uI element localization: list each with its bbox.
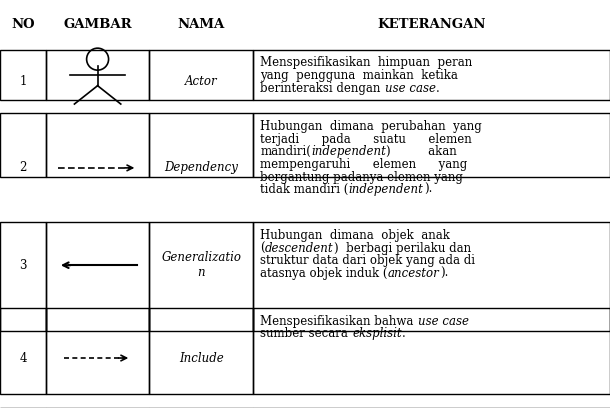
Text: Actor: Actor: [185, 75, 218, 88]
Text: .: .: [436, 82, 439, 95]
Text: berinteraksi dengan: berinteraksi dengan: [260, 82, 384, 95]
Text: KETERANGAN: KETERANGAN: [378, 18, 486, 31]
Text: struktur data dari objek yang ada di: struktur data dari objek yang ada di: [260, 254, 475, 267]
Text: (: (: [260, 242, 265, 255]
Bar: [46, 113, 149, 177]
Text: use case: use case: [418, 315, 468, 328]
Bar: [46, 308, 149, 394]
Bar: [253, 308, 610, 394]
Bar: [46, 222, 149, 331]
Bar: [149, 113, 253, 177]
Text: )  berbagi perilaku dan: ) berbagi perilaku dan: [334, 242, 471, 255]
Text: sumber secara: sumber secara: [260, 327, 352, 340]
Bar: [0, 50, 46, 100]
Text: Generalizatio
n: Generalizatio n: [161, 251, 242, 279]
Bar: [253, 50, 610, 100]
Bar: [0, 113, 46, 177]
Text: Include: Include: [179, 352, 224, 364]
Text: 2: 2: [19, 162, 27, 174]
Text: NAMA: NAMA: [178, 18, 225, 31]
Text: eksplisit: eksplisit: [352, 327, 402, 340]
Text: yang  pengguna  mainkan  ketika: yang pengguna mainkan ketika: [260, 69, 458, 82]
Bar: [253, 113, 610, 177]
Text: 3: 3: [19, 259, 27, 272]
Text: ).: ).: [424, 183, 432, 196]
Text: Hubungan  dimana  objek  anak: Hubungan dimana objek anak: [260, 229, 450, 242]
Text: independent: independent: [311, 145, 386, 158]
Text: 1: 1: [19, 75, 27, 88]
Bar: [46, 50, 149, 100]
Text: .: .: [402, 327, 406, 340]
Text: Dependency: Dependency: [164, 162, 239, 174]
Text: Hubungan  dimana  perubahan  yang: Hubungan dimana perubahan yang: [260, 120, 483, 133]
Bar: [149, 50, 253, 100]
Text: independent: independent: [349, 183, 424, 196]
Text: 4: 4: [19, 352, 27, 364]
Text: Menspesifikasikan  himpuan  peran: Menspesifikasikan himpuan peran: [260, 56, 473, 69]
Text: mempengaruhi      elemen      yang: mempengaruhi elemen yang: [260, 158, 468, 171]
Text: )          akan: ) akan: [386, 145, 457, 158]
Text: use case: use case: [384, 82, 436, 95]
Text: tidak mandiri (: tidak mandiri (: [260, 183, 349, 196]
Text: Menspesifikasikan bahwa: Menspesifikasikan bahwa: [260, 315, 418, 328]
Bar: [253, 222, 610, 331]
Bar: [149, 308, 253, 394]
Bar: [0, 222, 46, 331]
Text: ).: ).: [440, 267, 448, 280]
Text: GAMBAR: GAMBAR: [63, 18, 132, 31]
Text: ancestor: ancestor: [388, 267, 440, 280]
Bar: [149, 222, 253, 331]
Text: terjadi      pada      suatu      elemen: terjadi pada suatu elemen: [260, 133, 472, 146]
Text: atasnya objek induk (: atasnya objek induk (: [260, 267, 388, 280]
Text: descendent: descendent: [265, 242, 334, 255]
Text: bergantung padanya elemen yang: bergantung padanya elemen yang: [260, 171, 464, 184]
Text: NO: NO: [11, 18, 35, 31]
Bar: [0, 308, 46, 394]
Text: mandiri(: mandiri(: [260, 145, 311, 158]
